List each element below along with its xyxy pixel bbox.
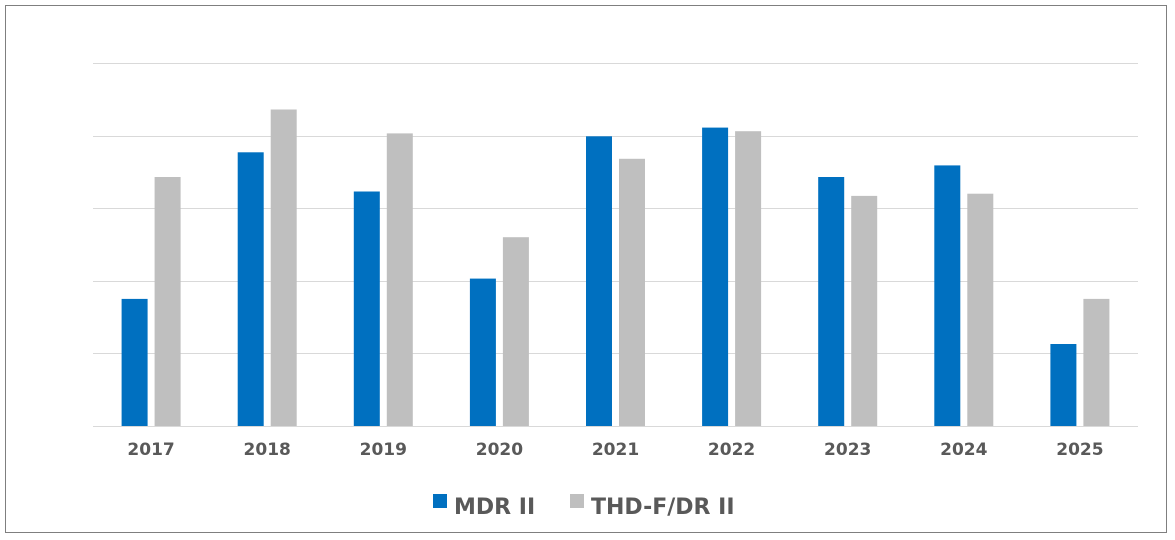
bar-mdr-2019 [353,191,380,426]
bar-mdr-2023 [818,177,845,426]
legend-label-thd: THD-F/DR II [591,495,735,520]
bar-mdr-2025 [1050,344,1077,426]
bar-thd-2018 [270,109,297,426]
bar-mdr-2017 [121,298,148,426]
x-tick-label-2018: 2018 [244,440,291,460]
legend: MDR II THD-F/DR II [433,494,735,520]
x-tick-label-2025: 2025 [1056,440,1103,460]
x-tick-label-2024: 2024 [940,440,987,460]
bar-thd-2020 [502,237,529,426]
x-tick-label-2020: 2020 [476,440,523,460]
gridlines [93,63,1138,427]
legend-label-mdr: MDR II [454,495,535,520]
bar-thd-2017 [154,177,181,426]
bar-mdr-2024 [934,165,961,426]
bar-mdr-2021 [586,136,612,427]
bar-thd-2019 [386,133,413,426]
bar-thd-2023 [851,195,878,426]
bar-thd-2021 [619,158,645,427]
x-tick-label-2022: 2022 [708,440,755,460]
bar-mdr-2022 [702,127,729,426]
legend-swatch-mdr [433,494,447,508]
x-axis-tick-labels: 2017 2018 2019 2020 2021 2022 2023 2024 2025 [127,440,1103,460]
bar-thd-2022 [735,131,762,426]
bars [121,109,1110,427]
legend-swatch-thd [570,494,584,508]
x-tick-label-2023: 2023 [824,440,871,460]
bar-mdr-2018 [237,152,264,427]
bar-thd-2024 [967,193,994,426]
x-tick-label-2021: 2021 [592,440,639,460]
x-tick-label-2019: 2019 [360,440,407,460]
bar-mdr-2020 [469,278,496,426]
x-tick-label-2017: 2017 [127,440,174,460]
bar-thd-2025 [1083,298,1110,426]
